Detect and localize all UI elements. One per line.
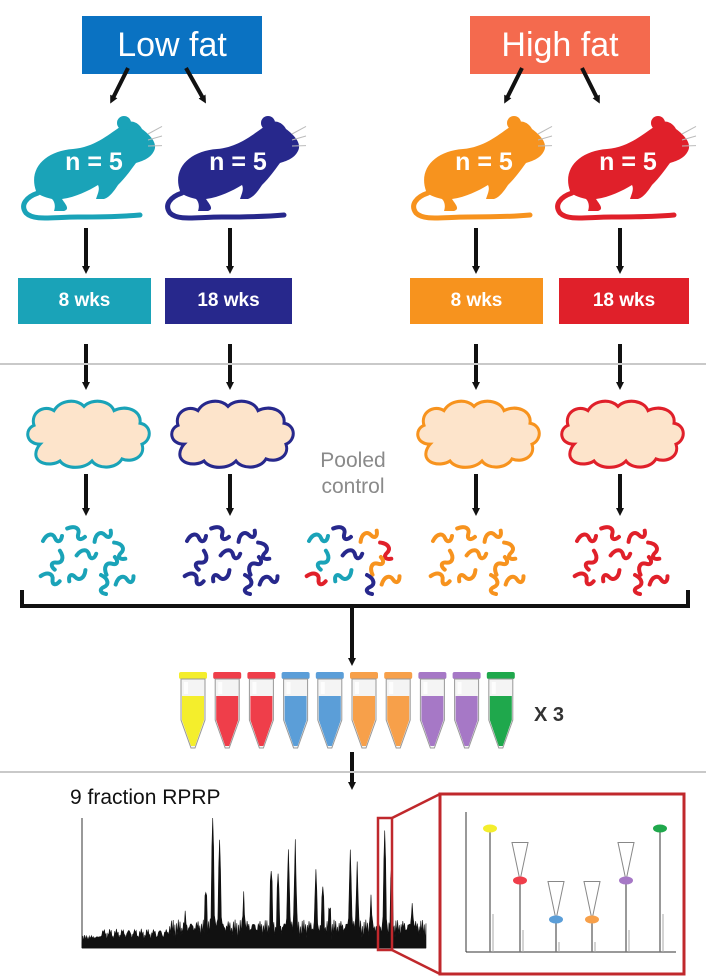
inset-frame (438, 792, 686, 976)
duration-box-group-3: 8 wks (410, 278, 543, 324)
peptide-cluster-icon (428, 525, 526, 596)
chromatogram-panel (81, 817, 427, 949)
tube-icon (350, 672, 378, 749)
tissue-cloud-icon (26, 399, 151, 469)
n-label-group-4: n = 5 (599, 148, 657, 176)
peptide-cluster-icon (38, 525, 136, 596)
tissue-cloud-icon (170, 399, 295, 469)
duration-box-group-2: 18 wks (165, 278, 292, 324)
fractionation-label: 9 fraction RPRP (70, 786, 221, 809)
chromatogram-trace (81, 817, 427, 949)
zoom-connector (376, 792, 441, 976)
vertical-arrows (82, 228, 624, 516)
tissue-cloud-icon (416, 399, 541, 469)
section-divider (0, 771, 706, 773)
tube-icon (418, 672, 447, 749)
duration-label: 8 wks (450, 290, 503, 311)
replicates-label: X 3 (534, 704, 565, 726)
tube-icon (179, 672, 207, 749)
high-fat-label: High fat (501, 25, 619, 64)
mice-group (24, 116, 697, 218)
duration-label: 18 wks (197, 290, 260, 311)
tissue-cloud-icon (560, 399, 685, 469)
peptide-cluster-icon (304, 525, 402, 596)
low-fat-label: Low fat (117, 25, 227, 64)
whiskers (291, 125, 307, 147)
tube-icon (384, 672, 413, 749)
section-divider (0, 363, 706, 365)
arrow (580, 67, 600, 104)
merge-bracket (20, 590, 690, 666)
arrow (110, 67, 130, 104)
tube-icon (213, 672, 242, 749)
n-label-group-1: n = 5 (65, 148, 123, 176)
tube-row (179, 672, 515, 749)
arrow (184, 67, 206, 104)
peptide-groups (38, 525, 670, 596)
n-label-group-3: n = 5 (455, 148, 513, 176)
ms-spectrum-inset (438, 792, 686, 976)
whiskers (147, 125, 163, 147)
tube-icon (452, 672, 481, 749)
whiskers (537, 125, 553, 147)
peptide-cluster-icon (572, 525, 670, 596)
n-label-group-2: n = 5 (209, 148, 267, 176)
whiskers (681, 125, 697, 147)
duration-label: 8 wks (58, 290, 111, 311)
pooled-control-label: Pooled control (302, 448, 404, 500)
duration-box-group-4: 18 wks (559, 278, 689, 324)
tube-icon (281, 672, 310, 749)
duration-box-group-1: 8 wks (18, 278, 151, 324)
tube-icon (486, 672, 515, 749)
tube-icon (315, 672, 344, 749)
high-fat-header: High fat (470, 16, 650, 74)
duration-label: 18 wks (592, 290, 656, 311)
low-fat-header: Low fat (82, 16, 262, 74)
peptide-cluster-icon (182, 525, 280, 596)
pooled-line-1: Pooled (320, 449, 386, 472)
arrow (504, 67, 524, 104)
pooled-line-2: control (321, 475, 385, 498)
tube-icon (247, 672, 276, 749)
header-arrows (110, 67, 600, 104)
